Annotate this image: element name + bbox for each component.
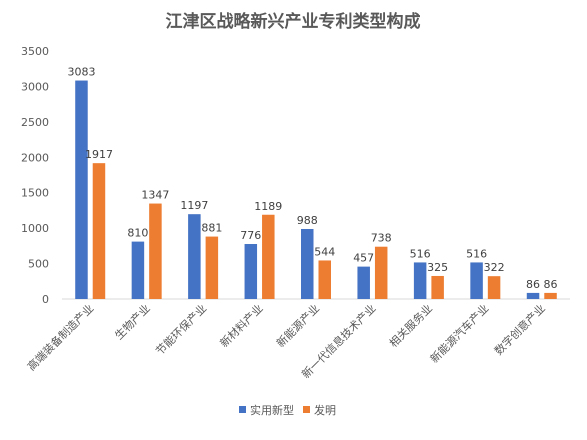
y-tick-label: 2000 — [21, 151, 49, 164]
data-label: 322 — [484, 261, 505, 274]
x-tick-label: 新能源汽车产业 — [427, 301, 491, 365]
data-label: 86 — [526, 278, 540, 291]
data-label: 3083 — [67, 66, 95, 79]
data-label: 516 — [466, 247, 487, 260]
x-tick-label: 新能源产业 — [273, 301, 322, 350]
x-tick-label: 节能环保产业 — [153, 301, 210, 358]
bar-utility — [188, 214, 201, 299]
y-axis: 0 500 1000 1500 2000 2500 3000 3500 — [21, 45, 49, 306]
y-tick-label: 1000 — [21, 222, 49, 235]
legend: 实用新型 发明 — [239, 403, 336, 417]
x-tick-label: 相关服务业 — [386, 301, 435, 350]
y-tick-label: 500 — [28, 258, 49, 271]
bar-utility — [131, 241, 145, 299]
bar-invention — [149, 203, 162, 299]
data-label: 325 — [427, 261, 448, 274]
legend-label: 发明 — [314, 403, 336, 417]
data-label: 86 — [544, 278, 558, 291]
bars — [75, 80, 557, 300]
bar-invention — [544, 292, 557, 299]
bar-invention — [92, 163, 106, 299]
bar-utility — [413, 262, 427, 299]
y-tick-label: 3500 — [21, 45, 49, 58]
x-tick-label: 生物产业 — [112, 301, 153, 342]
bar-utility — [244, 244, 258, 299]
y-tick-label: 1500 — [21, 187, 49, 200]
bar-utility — [470, 262, 483, 299]
legend-swatch-utility — [239, 406, 246, 413]
data-label: 988 — [297, 214, 318, 227]
data-label: 881 — [201, 222, 222, 235]
data-label: 1189 — [254, 200, 282, 213]
y-tick-label: 2500 — [21, 116, 49, 129]
bar-utility — [301, 228, 314, 299]
bar-utility — [357, 266, 370, 299]
data-label: 776 — [240, 229, 261, 242]
bar-utility — [526, 292, 540, 299]
bar-invention — [431, 275, 444, 299]
bar-invention — [487, 276, 501, 299]
bar-utility — [75, 80, 88, 300]
bar-invention — [318, 260, 331, 299]
data-labels: 3083 1917 810 1347 1197 881 776 1189 988 544 457 73… — [67, 66, 557, 291]
legend-swatch-invention — [303, 406, 310, 413]
bar-invention — [374, 246, 388, 299]
bar-invention — [262, 214, 275, 299]
chart-title: 江津区战略新兴产业专利类型构成 — [166, 11, 421, 32]
data-label: 1917 — [85, 148, 113, 161]
x-tick-label: 高端装备制造产业 — [24, 301, 96, 373]
x-tick-label: 数字创意产业 — [491, 301, 548, 358]
data-label: 738 — [371, 232, 392, 245]
data-label: 544 — [314, 245, 335, 258]
legend-label: 实用新型 — [250, 403, 294, 417]
data-label: 810 — [127, 227, 148, 240]
data-label: 516 — [410, 247, 431, 260]
y-tick-label: 3000 — [21, 80, 49, 93]
x-tick-label: 新材料产业 — [217, 301, 266, 350]
y-tick-label: 0 — [42, 293, 49, 306]
data-label: 1197 — [180, 199, 208, 212]
data-label: 457 — [353, 252, 374, 265]
data-label: 1347 — [141, 189, 169, 202]
bar-invention — [205, 236, 219, 299]
